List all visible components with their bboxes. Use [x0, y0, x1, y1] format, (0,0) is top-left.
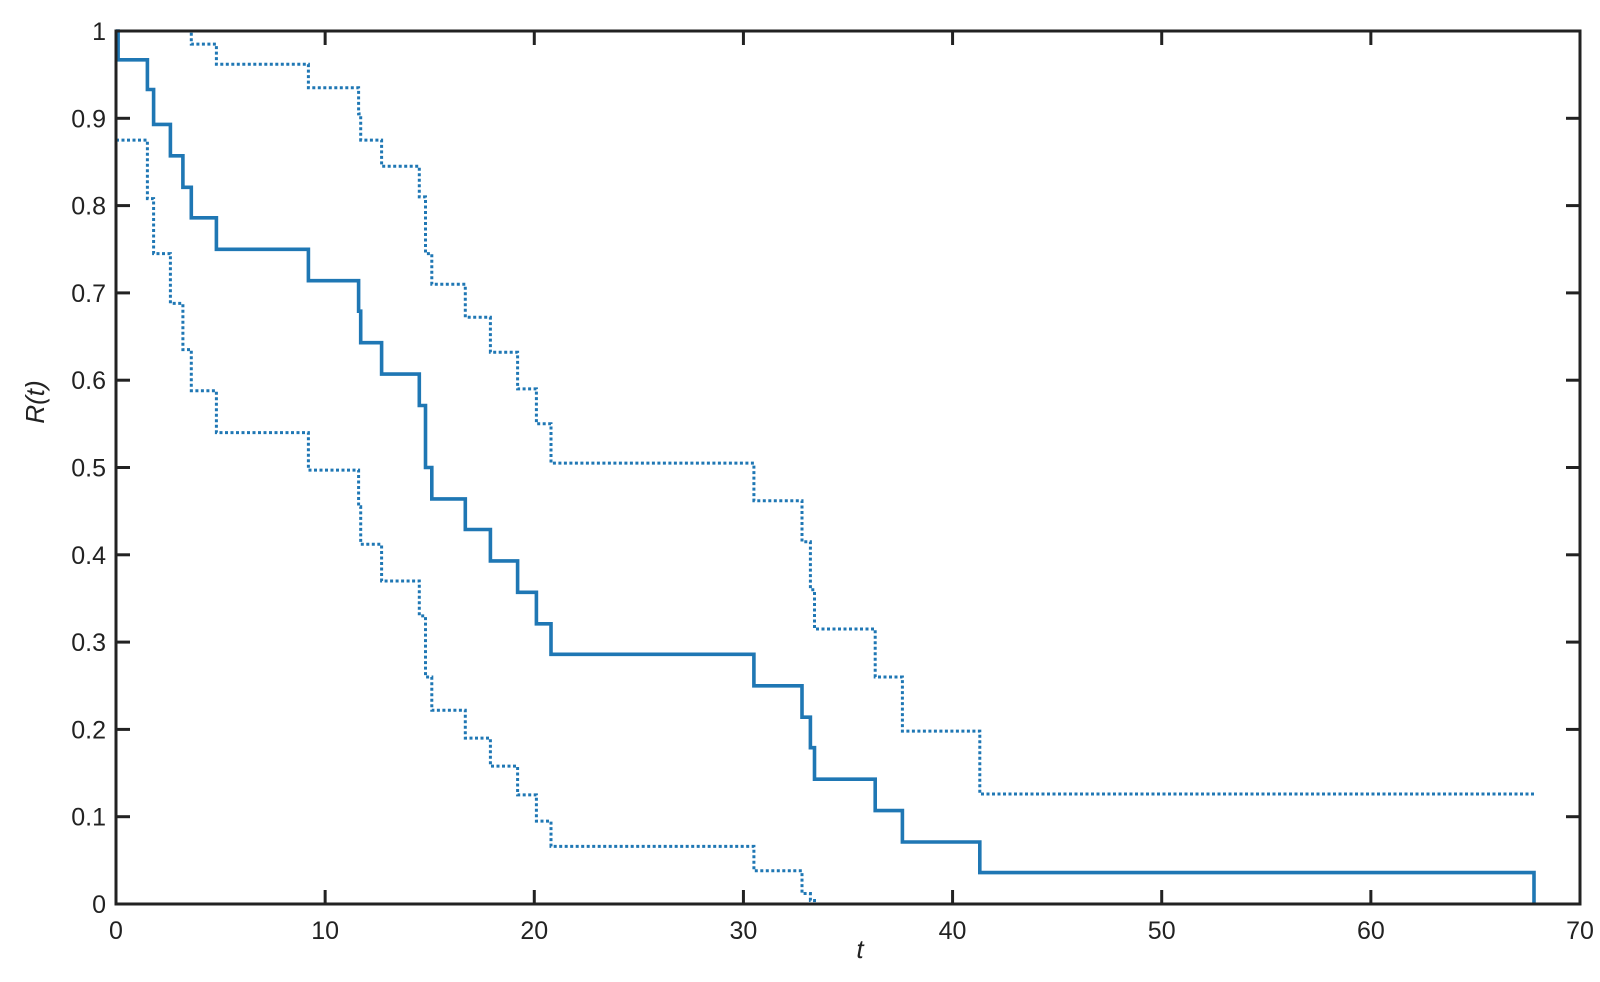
confidence-band-line-1 [116, 29, 1534, 796]
x-tick-label: 20 [520, 917, 548, 945]
x-tick-label: 30 [730, 917, 758, 945]
axes-frame [114, 29, 1582, 906]
y-axis-label: R(t) [20, 380, 50, 423]
survival-estimate-line [116, 29, 1536, 904]
x-tick-label: 10 [311, 917, 339, 945]
y-tick-label: 0 [92, 891, 106, 919]
y-tick-label: 0.7 [71, 280, 106, 308]
y-tick-label: 1 [92, 18, 106, 46]
x-tick-label: 70 [1566, 917, 1594, 945]
y-tick-label: 0.8 [71, 193, 106, 221]
y-tick-label: 0.9 [71, 105, 106, 133]
x-tick-label: 50 [1148, 917, 1176, 945]
x-tick-label: 60 [1357, 917, 1385, 945]
x-tick-label: 40 [939, 917, 967, 945]
y-tick-label: 0.1 [71, 804, 106, 832]
y-tick-label: 0.5 [71, 455, 106, 483]
x-axis-label: t [856, 934, 865, 964]
tick-layer: 0 10 20 30 40 50 60 70 0 0.1 0.2 0.3 0.4 0.5 0.6 0.7 0.8… [71, 18, 1594, 945]
confidence-band-line-2 [116, 138, 1534, 906]
y-tick-label: 0.6 [71, 367, 106, 395]
y-tick-label: 0.3 [71, 629, 106, 657]
plot-frame [114, 29, 1582, 906]
y-tick-label: 0.4 [71, 542, 106, 570]
series-layer [116, 29, 1536, 906]
x-tick-label: 0 [109, 917, 123, 945]
label-layer: t R(t) [20, 380, 865, 964]
y-tick-label: 0.2 [71, 716, 106, 744]
